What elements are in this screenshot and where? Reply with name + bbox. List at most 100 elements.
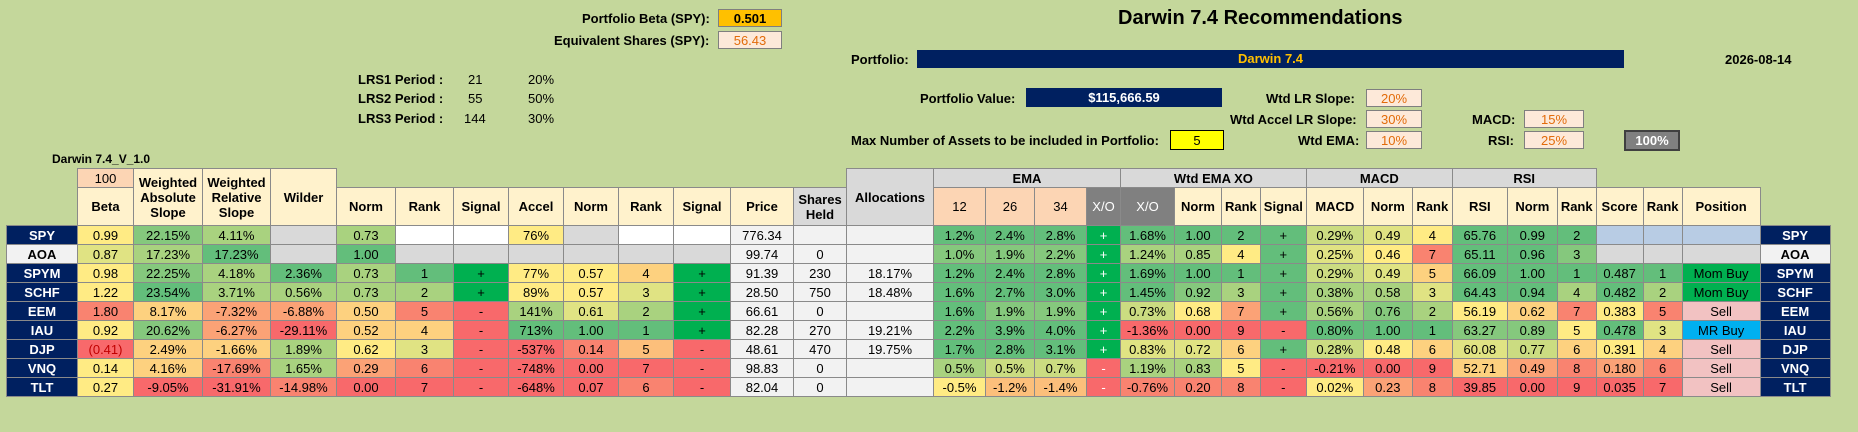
ema12-cell[interactable]: 1.7% (933, 339, 986, 359)
rank5-cell[interactable]: 9 (1556, 377, 1597, 397)
ema34-cell[interactable]: 3.1% (1034, 339, 1087, 359)
rank5-cell[interactable]: 2 (1556, 225, 1597, 245)
beta-cell[interactable]: (0.41) (77, 339, 134, 359)
ema26-cell[interactable]: 1.9% (985, 301, 1035, 321)
rank6-cell[interactable]: 6 (1642, 358, 1683, 378)
rsi-weight-input[interactable]: 25% (1524, 131, 1584, 149)
rank2-cell[interactable]: 3 (618, 282, 674, 302)
price-cell[interactable]: 82.28 (730, 320, 794, 340)
rank6-cell[interactable]: 7 (1642, 377, 1683, 397)
ticker-right-cell[interactable]: EEM (1759, 301, 1831, 321)
rank4-cell[interactable]: 3 (1411, 282, 1453, 302)
ticker-cell[interactable]: SPYM (6, 263, 78, 283)
signal1-cell[interactable]: - (453, 301, 509, 321)
norm2-cell[interactable] (563, 225, 619, 245)
macd-cell[interactable]: 0.02% (1305, 377, 1364, 397)
norm1-cell[interactable]: 0.73 (336, 225, 396, 245)
rank1-cell[interactable] (395, 225, 454, 245)
wilder-cell[interactable]: -29.11% (270, 320, 337, 340)
beta-cell[interactable]: 0.92 (77, 320, 134, 340)
norm4-cell[interactable]: 0.49 (1362, 225, 1413, 245)
ema26-cell[interactable]: 3.9% (985, 320, 1035, 340)
norm2-cell[interactable]: 0.57 (563, 282, 619, 302)
wtd-ema-xo-cell[interactable]: 0.73% (1120, 301, 1175, 321)
signal2-cell[interactable]: + (673, 282, 731, 302)
allocation-cell[interactable] (846, 244, 934, 264)
ema26-cell[interactable]: 2.4% (985, 263, 1035, 283)
price-cell[interactable]: 48.61 (730, 339, 794, 359)
position-cell[interactable]: MR Buy (1681, 320, 1761, 340)
rank6-cell[interactable]: 3 (1642, 320, 1683, 340)
ema34-cell[interactable]: 4.0% (1034, 320, 1087, 340)
xo-cell[interactable]: - (1086, 377, 1121, 397)
signal3-cell[interactable]: + (1259, 225, 1307, 245)
rank3-cell[interactable]: 7 (1221, 301, 1261, 321)
norm1-cell[interactable]: 0.50 (336, 301, 396, 321)
allocation-cell[interactable]: 19.75% (846, 339, 934, 359)
wilder-cell[interactable]: 2.36% (270, 263, 337, 283)
ema12-cell[interactable]: 1.6% (933, 301, 986, 321)
score-cell[interactable]: 0.391 (1595, 339, 1644, 359)
score-cell[interactable]: 0.487 (1595, 263, 1644, 283)
allocation-cell[interactable] (846, 377, 934, 397)
rank1-cell[interactable]: 5 (395, 301, 454, 321)
signal3-cell[interactable]: + (1259, 282, 1307, 302)
weighted-absolute-slope-cell[interactable]: 22.25% (133, 263, 203, 283)
norm2-cell[interactable]: 0.57 (563, 263, 619, 283)
rank6-cell[interactable] (1642, 244, 1683, 264)
rank4-cell[interactable]: 6 (1411, 339, 1453, 359)
ticker-right-cell[interactable]: TLT (1759, 377, 1831, 397)
signal1-cell[interactable]: - (453, 320, 509, 340)
signal1-cell[interactable]: - (453, 339, 509, 359)
wilder-cell[interactable]: 1.89% (270, 339, 337, 359)
norm2-cell[interactable] (563, 244, 619, 264)
norm5-cell[interactable]: 0.77 (1506, 339, 1558, 359)
ticker-right-cell[interactable]: SPYM (1759, 263, 1831, 283)
ema26-cell[interactable]: 1.9% (985, 244, 1035, 264)
rsi-cell[interactable]: 39.85 (1451, 377, 1508, 397)
ticker-cell[interactable]: SCHF (6, 282, 78, 302)
signal2-cell[interactable] (673, 244, 731, 264)
norm2-cell[interactable]: 0.14 (563, 339, 619, 359)
xo-cell[interactable]: + (1086, 301, 1121, 321)
xo-cell[interactable]: - (1086, 358, 1121, 378)
weighted-relative-slope-cell[interactable]: -6.27% (202, 320, 271, 340)
allocation-cell[interactable]: 18.17% (846, 263, 934, 283)
norm1-cell[interactable]: 0.73 (336, 263, 396, 283)
rank3-cell[interactable]: 2 (1221, 225, 1261, 245)
signal2-cell[interactable]: + (673, 263, 731, 283)
norm2-cell[interactable]: 0.00 (563, 358, 619, 378)
price-cell[interactable]: 776.34 (730, 225, 794, 245)
ema26-cell[interactable]: 0.5% (985, 358, 1035, 378)
wilder-cell[interactable]: 1.65% (270, 358, 337, 378)
rank1-cell[interactable]: 4 (395, 320, 454, 340)
macd-cell[interactable]: 0.28% (1305, 339, 1364, 359)
rsi-cell[interactable]: 65.11 (1451, 244, 1508, 264)
rank1-cell[interactable]: 2 (395, 282, 454, 302)
weighted-relative-slope-cell[interactable]: 4.11% (202, 225, 271, 245)
norm3-cell[interactable]: 1.00 (1174, 225, 1222, 245)
portfolio-beta-value[interactable]: 0.501 (718, 9, 782, 27)
rank3-cell[interactable]: 8 (1221, 377, 1261, 397)
ticker-right-cell[interactable]: DJP (1759, 339, 1831, 359)
rsi-cell[interactable]: 66.09 (1451, 263, 1508, 283)
rank3-cell[interactable]: 4 (1221, 244, 1261, 264)
wtd-ema-input[interactable]: 10% (1366, 131, 1422, 149)
ticker-cell[interactable]: IAU (6, 320, 78, 340)
rank5-cell[interactable]: 8 (1556, 358, 1597, 378)
ema26-cell[interactable]: 2.4% (985, 225, 1035, 245)
signal2-cell[interactable]: - (673, 377, 731, 397)
norm1-cell[interactable]: 0.29 (336, 358, 396, 378)
ema26-cell[interactable]: -1.2% (985, 377, 1035, 397)
rank2-cell[interactable] (618, 244, 674, 264)
weighted-absolute-slope-cell[interactable]: -9.05% (133, 377, 203, 397)
shares-held-cell[interactable]: 0 (793, 301, 847, 321)
accel-cell[interactable]: 89% (508, 282, 564, 302)
rank6-cell[interactable]: 2 (1642, 282, 1683, 302)
ema34-cell[interactable]: 0.7% (1034, 358, 1087, 378)
ema12-cell[interactable]: 1.6% (933, 282, 986, 302)
norm1-cell[interactable]: 0.00 (336, 377, 396, 397)
weighted-relative-slope-cell[interactable]: 3.71% (202, 282, 271, 302)
rsi-cell[interactable]: 64.43 (1451, 282, 1508, 302)
position-cell[interactable]: Sell (1681, 377, 1761, 397)
